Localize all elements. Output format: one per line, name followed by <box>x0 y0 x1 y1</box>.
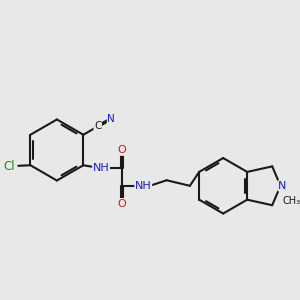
Text: NH: NH <box>135 181 152 191</box>
Text: N: N <box>278 181 286 191</box>
Text: O: O <box>118 145 127 155</box>
Text: NH: NH <box>93 163 110 173</box>
Text: Cl: Cl <box>4 160 15 173</box>
Text: CH₃: CH₃ <box>283 196 300 206</box>
Text: O: O <box>118 199 127 208</box>
Text: N: N <box>107 114 115 124</box>
Text: C: C <box>94 122 101 131</box>
